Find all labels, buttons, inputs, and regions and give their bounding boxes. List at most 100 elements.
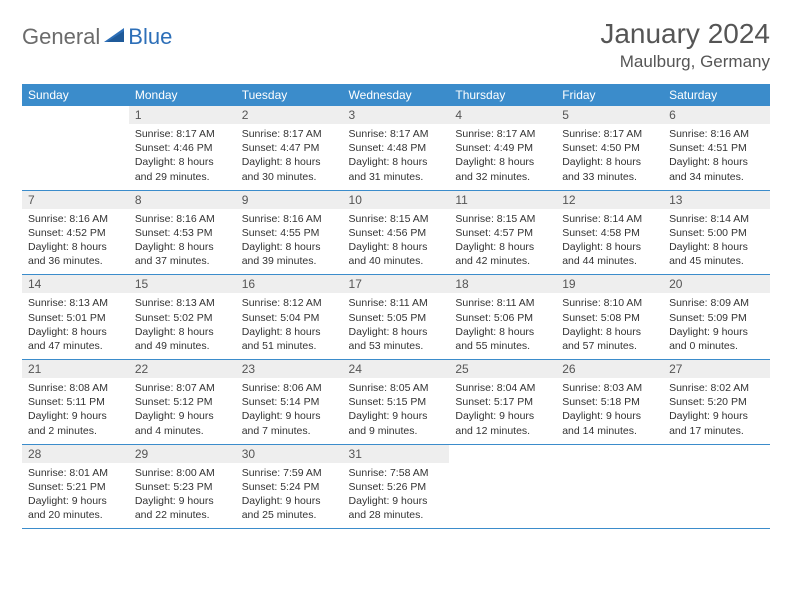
calendar-day-cell: 22Sunrise: 8:07 AMSunset: 5:12 PMDayligh… <box>129 360 236 445</box>
calendar-day-cell: 31Sunrise: 7:58 AMSunset: 5:26 PMDayligh… <box>343 444 450 529</box>
day-number: 27 <box>663 360 770 378</box>
day-number: 7 <box>22 191 129 209</box>
day-details: Sunrise: 8:07 AMSunset: 5:12 PMDaylight:… <box>129 378 236 444</box>
day-number: 17 <box>343 275 450 293</box>
header: General Blue January 2024 Maulburg, Germ… <box>22 18 770 72</box>
day-details: Sunrise: 8:10 AMSunset: 5:08 PMDaylight:… <box>556 293 663 359</box>
calendar-day-cell: 17Sunrise: 8:11 AMSunset: 5:05 PMDayligh… <box>343 275 450 360</box>
calendar-day-cell: 1Sunrise: 8:17 AMSunset: 4:46 PMDaylight… <box>129 106 236 190</box>
day-number: 18 <box>449 275 556 293</box>
day-number: 2 <box>236 106 343 124</box>
calendar-day-cell: 16Sunrise: 8:12 AMSunset: 5:04 PMDayligh… <box>236 275 343 360</box>
day-number: 13 <box>663 191 770 209</box>
calendar-body: 1Sunrise: 8:17 AMSunset: 4:46 PMDaylight… <box>22 106 770 529</box>
calendar-day-cell: 10Sunrise: 8:15 AMSunset: 4:56 PMDayligh… <box>343 190 450 275</box>
weekday-header: Wednesday <box>343 84 450 106</box>
calendar-day-cell <box>663 444 770 529</box>
weekday-header: Thursday <box>449 84 556 106</box>
title-block: January 2024 Maulburg, Germany <box>600 18 770 72</box>
day-details: Sunrise: 8:01 AMSunset: 5:21 PMDaylight:… <box>22 463 129 529</box>
day-details: Sunrise: 8:11 AMSunset: 5:06 PMDaylight:… <box>449 293 556 359</box>
day-details: Sunrise: 8:17 AMSunset: 4:49 PMDaylight:… <box>449 124 556 190</box>
calendar-day-cell: 29Sunrise: 8:00 AMSunset: 5:23 PMDayligh… <box>129 444 236 529</box>
day-details: Sunrise: 8:04 AMSunset: 5:17 PMDaylight:… <box>449 378 556 444</box>
weekday-header: Saturday <box>663 84 770 106</box>
calendar-week-row: 28Sunrise: 8:01 AMSunset: 5:21 PMDayligh… <box>22 444 770 529</box>
weekday-header: Friday <box>556 84 663 106</box>
day-details: Sunrise: 8:15 AMSunset: 4:57 PMDaylight:… <box>449 209 556 275</box>
day-number: 23 <box>236 360 343 378</box>
day-number: 29 <box>129 445 236 463</box>
day-details: Sunrise: 8:11 AMSunset: 5:05 PMDaylight:… <box>343 293 450 359</box>
calendar-day-cell: 4Sunrise: 8:17 AMSunset: 4:49 PMDaylight… <box>449 106 556 190</box>
calendar-day-cell: 13Sunrise: 8:14 AMSunset: 5:00 PMDayligh… <box>663 190 770 275</box>
calendar-day-cell: 27Sunrise: 8:02 AMSunset: 5:20 PMDayligh… <box>663 360 770 445</box>
day-details: Sunrise: 8:17 AMSunset: 4:48 PMDaylight:… <box>343 124 450 190</box>
day-details: Sunrise: 8:17 AMSunset: 4:47 PMDaylight:… <box>236 124 343 190</box>
day-details: Sunrise: 8:12 AMSunset: 5:04 PMDaylight:… <box>236 293 343 359</box>
day-number: 14 <box>22 275 129 293</box>
brand-logo: General Blue <box>22 18 172 50</box>
day-details: Sunrise: 8:14 AMSunset: 5:00 PMDaylight:… <box>663 209 770 275</box>
day-details: Sunrise: 8:15 AMSunset: 4:56 PMDaylight:… <box>343 209 450 275</box>
day-details: Sunrise: 8:13 AMSunset: 5:02 PMDaylight:… <box>129 293 236 359</box>
day-number: 21 <box>22 360 129 378</box>
day-details: Sunrise: 8:14 AMSunset: 4:58 PMDaylight:… <box>556 209 663 275</box>
weekday-header: Sunday <box>22 84 129 106</box>
day-details: Sunrise: 7:59 AMSunset: 5:24 PMDaylight:… <box>236 463 343 529</box>
calendar-day-cell <box>449 444 556 529</box>
day-number: 19 <box>556 275 663 293</box>
day-details: Sunrise: 7:58 AMSunset: 5:26 PMDaylight:… <box>343 463 450 529</box>
calendar-day-cell: 21Sunrise: 8:08 AMSunset: 5:11 PMDayligh… <box>22 360 129 445</box>
calendar-day-cell: 7Sunrise: 8:16 AMSunset: 4:52 PMDaylight… <box>22 190 129 275</box>
calendar-week-row: 1Sunrise: 8:17 AMSunset: 4:46 PMDaylight… <box>22 106 770 190</box>
calendar-day-cell: 19Sunrise: 8:10 AMSunset: 5:08 PMDayligh… <box>556 275 663 360</box>
calendar-day-cell: 6Sunrise: 8:16 AMSunset: 4:51 PMDaylight… <box>663 106 770 190</box>
day-details: Sunrise: 8:03 AMSunset: 5:18 PMDaylight:… <box>556 378 663 444</box>
calendar-day-cell <box>556 444 663 529</box>
location-text: Maulburg, Germany <box>600 52 770 72</box>
day-number: 6 <box>663 106 770 124</box>
calendar-day-cell <box>22 106 129 190</box>
day-number: 11 <box>449 191 556 209</box>
day-details: Sunrise: 8:09 AMSunset: 5:09 PMDaylight:… <box>663 293 770 359</box>
weekday-header: Tuesday <box>236 84 343 106</box>
weekday-header: Monday <box>129 84 236 106</box>
day-number: 9 <box>236 191 343 209</box>
day-number: 24 <box>343 360 450 378</box>
calendar-day-cell: 23Sunrise: 8:06 AMSunset: 5:14 PMDayligh… <box>236 360 343 445</box>
day-details: Sunrise: 8:08 AMSunset: 5:11 PMDaylight:… <box>22 378 129 444</box>
brand-part2: Blue <box>128 24 172 50</box>
calendar-day-cell: 3Sunrise: 8:17 AMSunset: 4:48 PMDaylight… <box>343 106 450 190</box>
day-details: Sunrise: 8:16 AMSunset: 4:51 PMDaylight:… <box>663 124 770 190</box>
calendar-day-cell: 9Sunrise: 8:16 AMSunset: 4:55 PMDaylight… <box>236 190 343 275</box>
calendar-day-cell: 28Sunrise: 8:01 AMSunset: 5:21 PMDayligh… <box>22 444 129 529</box>
day-details: Sunrise: 8:16 AMSunset: 4:52 PMDaylight:… <box>22 209 129 275</box>
day-number: 3 <box>343 106 450 124</box>
calendar-day-cell: 15Sunrise: 8:13 AMSunset: 5:02 PMDayligh… <box>129 275 236 360</box>
day-details: Sunrise: 8:17 AMSunset: 4:50 PMDaylight:… <box>556 124 663 190</box>
calendar-day-cell: 5Sunrise: 8:17 AMSunset: 4:50 PMDaylight… <box>556 106 663 190</box>
day-number: 10 <box>343 191 450 209</box>
day-details: Sunrise: 8:16 AMSunset: 4:53 PMDaylight:… <box>129 209 236 275</box>
day-number: 30 <box>236 445 343 463</box>
calendar-day-cell: 2Sunrise: 8:17 AMSunset: 4:47 PMDaylight… <box>236 106 343 190</box>
calendar-table: SundayMondayTuesdayWednesdayThursdayFrid… <box>22 84 770 529</box>
day-details: Sunrise: 8:06 AMSunset: 5:14 PMDaylight:… <box>236 378 343 444</box>
calendar-week-row: 7Sunrise: 8:16 AMSunset: 4:52 PMDaylight… <box>22 190 770 275</box>
day-number: 12 <box>556 191 663 209</box>
calendar-day-cell: 18Sunrise: 8:11 AMSunset: 5:06 PMDayligh… <box>449 275 556 360</box>
day-number: 22 <box>129 360 236 378</box>
calendar-day-cell: 24Sunrise: 8:05 AMSunset: 5:15 PMDayligh… <box>343 360 450 445</box>
day-details: Sunrise: 8:17 AMSunset: 4:46 PMDaylight:… <box>129 124 236 190</box>
brand-triangle-icon <box>104 26 126 49</box>
calendar-week-row: 21Sunrise: 8:08 AMSunset: 5:11 PMDayligh… <box>22 360 770 445</box>
calendar-day-cell: 12Sunrise: 8:14 AMSunset: 4:58 PMDayligh… <box>556 190 663 275</box>
day-number: 25 <box>449 360 556 378</box>
calendar-day-cell: 30Sunrise: 7:59 AMSunset: 5:24 PMDayligh… <box>236 444 343 529</box>
day-details: Sunrise: 8:02 AMSunset: 5:20 PMDaylight:… <box>663 378 770 444</box>
day-number: 4 <box>449 106 556 124</box>
weekday-header-row: SundayMondayTuesdayWednesdayThursdayFrid… <box>22 84 770 106</box>
day-details: Sunrise: 8:13 AMSunset: 5:01 PMDaylight:… <box>22 293 129 359</box>
day-number: 1 <box>129 106 236 124</box>
